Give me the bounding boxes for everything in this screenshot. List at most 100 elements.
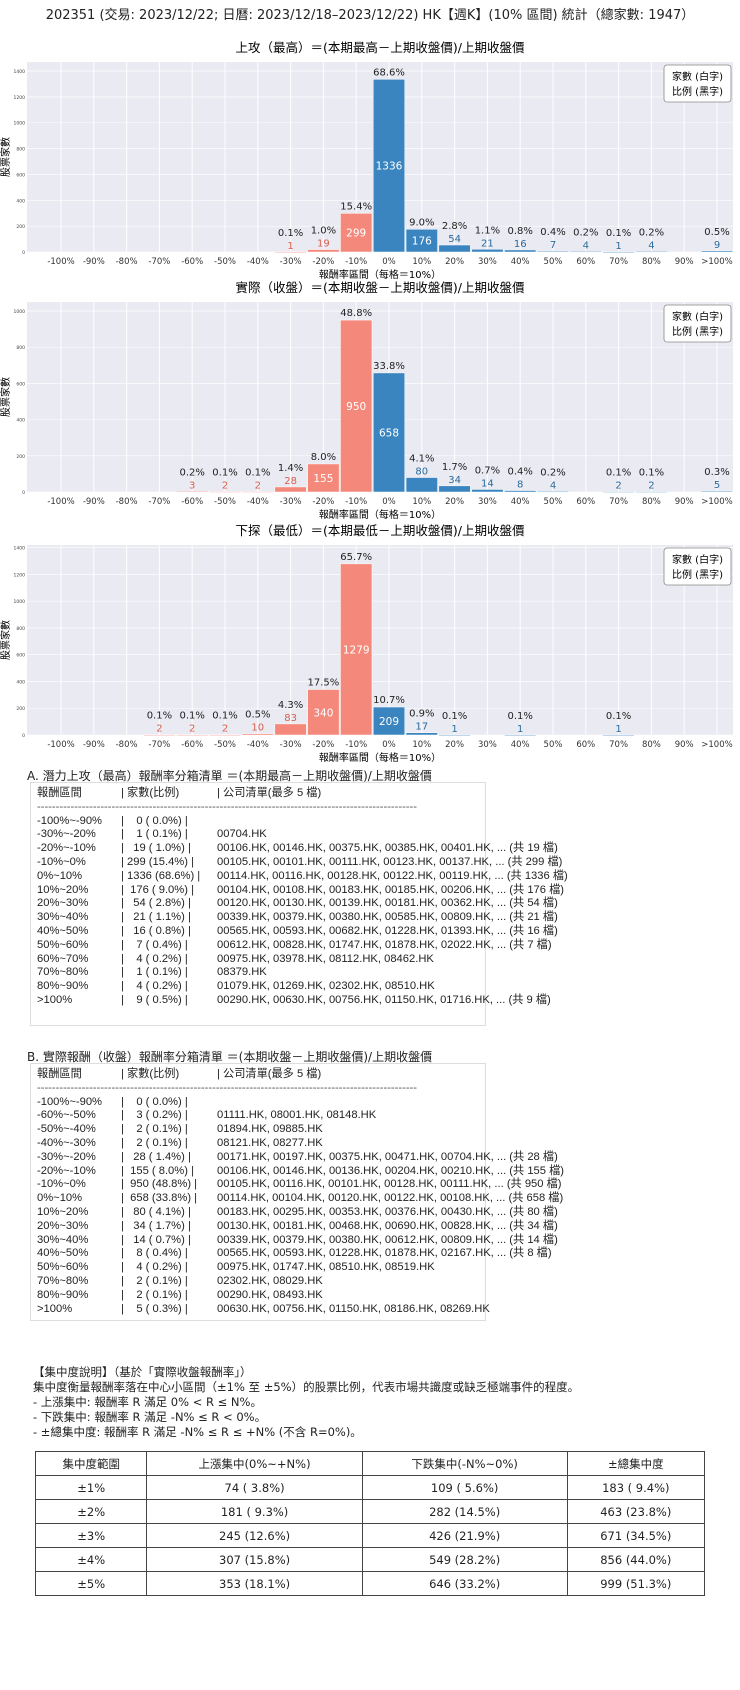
- range-cell: >100%: [37, 993, 73, 1006]
- company-list-cell: 00612.HK, 00828.HK, 01747.HK, 01878.HK, …: [217, 938, 552, 951]
- count-cell: | 4 ( 0.2%) |: [121, 1261, 188, 1274]
- list-item: 10%~20% | 176 ( 9.0%) | 00104.HK, 00108.HK…: [37, 884, 564, 898]
- count-cell: | 1 ( 0.1%) |: [121, 828, 188, 841]
- table-cell: 282 (14.5%): [361, 1499, 568, 1524]
- list-item: 50%~60% | 7 ( 0.4%) | 00612.HK, 00828.HK, …: [37, 938, 552, 953]
- list-item: 30%~40% | 14 ( 0.7%) | 00339.HK, 00379.HK,…: [37, 1233, 558, 1248]
- bar-count-label: 1279: [343, 644, 370, 656]
- company-list-cell: 00171.HK, 00197.HK, 00375.HK, 00471.HK, …: [217, 1150, 558, 1163]
- list-item: 0%~10% | 658 (33.8%) | 00114.HK, 00104.HK,…: [37, 1192, 563, 1206]
- bar-count-label: 28: [284, 476, 297, 487]
- company-list-cell: 00183.HK, 00295.HK, 00353.HK, 00376.HK, …: [217, 1205, 558, 1218]
- bar: [307, 689, 340, 736]
- x-tick-label: 40%: [511, 497, 530, 507]
- list-item: >100% | 9 ( 0.5%) | 00290.HK, 00630.HK, 00…: [37, 993, 551, 1008]
- company-list-cell: 00565.HK, 00593.HK, 00682.HK, 01228.HK, …: [217, 924, 558, 937]
- bar-pct-label: 2.8%: [442, 221, 467, 232]
- y-tick-label: 0: [22, 490, 25, 496]
- range-cell: 30%~40%: [37, 1233, 89, 1246]
- table-cell: 671 (34.5%): [566, 1523, 706, 1548]
- range-cell: -30%~-20%: [37, 1150, 96, 1163]
- count-cell: | 4 ( 0.2%) |: [121, 952, 188, 965]
- x-tick-label: 90%: [675, 497, 694, 507]
- company-list-cell: | 公司清單(最多 5 檔): [217, 787, 322, 799]
- count-cell: | 658 (33.8%) |: [121, 1192, 198, 1205]
- y-axis-label: 股票家數: [0, 137, 12, 177]
- bar-pct-label: 68.6%: [373, 67, 405, 78]
- x-tick-label: -30%: [280, 740, 302, 750]
- x-tick-label: -10%: [345, 740, 367, 750]
- bar-pct-label: 4.1%: [409, 454, 434, 465]
- x-tick-label: >100%: [701, 497, 732, 507]
- bar-pct-label: 1.0%: [311, 226, 336, 237]
- x-tick-label: 20%: [445, 740, 464, 750]
- x-tick-label: 80%: [642, 257, 661, 267]
- bar-pct-label: 0.1%: [639, 468, 664, 479]
- range-cell: 80%~90%: [37, 980, 89, 993]
- list-item: >100% | 5 ( 0.3%) | 00630.HK, 00756.HK, 01…: [37, 1302, 490, 1317]
- count-cell: | 14 ( 0.7%) |: [121, 1233, 191, 1246]
- table-cell: ±5%: [34, 1571, 148, 1596]
- count-cell: | 3 ( 0.2%) |: [121, 1109, 188, 1122]
- table-cell: ±2%: [34, 1499, 148, 1524]
- list-item: -40%~-30% | 2 ( 0.1%) | 08121.HK, 08277.HK: [37, 1137, 479, 1151]
- range-cell: 報酬區間: [37, 787, 82, 799]
- x-tick-label: -40%: [247, 257, 269, 267]
- y-axis-label: 股票家數: [0, 377, 12, 417]
- bar-count-label: 16: [514, 239, 527, 250]
- company-list-cell: 00106.HK, 00146.HK, 00136.HK, 00204.HK, …: [217, 1164, 565, 1177]
- count-cell: | 299 (15.4%) |: [121, 855, 194, 868]
- bar: [274, 723, 307, 736]
- bar: [438, 734, 471, 736]
- x-tick-label: 40%: [511, 740, 530, 750]
- y-tick-label: 1000: [14, 309, 26, 315]
- company-list-cell: 01079.HK, 01269.HK, 02302.HK, 08510.HK: [217, 980, 435, 993]
- bar: [143, 734, 176, 736]
- count-cell: | 19 ( 1.0%) |: [121, 842, 191, 855]
- range-cell: 50%~60%: [37, 938, 89, 951]
- x-tick-label: 0%: [382, 497, 396, 507]
- x-tick-label: -50%: [214, 497, 236, 507]
- y-tick-label: 1000: [14, 121, 26, 127]
- count-cell: | 5 ( 0.3%) |: [121, 1302, 188, 1315]
- range-cell: -20%~-10%: [37, 842, 96, 855]
- x-tick-label: 80%: [642, 497, 661, 507]
- bar: [635, 251, 668, 253]
- bar: [241, 491, 274, 493]
- bar: [405, 477, 438, 493]
- count-cell: | 家數(比例): [121, 1068, 180, 1080]
- bar-count-label: 2: [255, 481, 261, 492]
- x-tick-label: 80%: [642, 740, 661, 750]
- x-tick-label: -40%: [247, 497, 269, 507]
- x-tick-label: 90%: [675, 740, 694, 750]
- x-tick-label: 70%: [609, 497, 628, 507]
- x-tick-label: -90%: [83, 740, 105, 750]
- count-cell: | 28 ( 1.4%) |: [121, 1150, 191, 1163]
- bar-count-label: 7: [550, 240, 556, 251]
- legend-entry: 家數 (白字): [672, 310, 723, 323]
- bar-pct-label: 1.1%: [475, 225, 500, 236]
- bar-count-label: 54: [448, 234, 461, 245]
- bar-pct-label: 15.4%: [340, 201, 372, 212]
- bar-count-label: 2: [222, 724, 228, 735]
- x-tick-label: 60%: [576, 740, 595, 750]
- bar-pct-label: 0.2%: [573, 227, 598, 238]
- y-tick-label: 600: [16, 381, 25, 387]
- bar-pct-label: 0.2%: [179, 467, 204, 478]
- range-cell: -100%~-90%: [37, 814, 102, 827]
- x-tick-label: -60%: [181, 257, 203, 267]
- bar-count-label: 155: [313, 473, 333, 485]
- company-list-cell: 01111.HK, 08001.HK, 08148.HK: [217, 1109, 377, 1122]
- list-item: -20%~-10% | 155 ( 8.0%) | 00106.HK, 00146.…: [37, 1165, 564, 1179]
- list-item: -100%~-90% | 0 ( 0.0%) |: [37, 815, 479, 829]
- count-cell: | 0 ( 0.0%) |: [121, 814, 188, 827]
- x-tick-label: -20%: [312, 740, 334, 750]
- range-cell: 20%~30%: [37, 897, 89, 910]
- bar-count-label: 83: [284, 713, 297, 724]
- range-cell: 40%~50%: [37, 924, 89, 937]
- bar: [602, 251, 635, 253]
- bar: [569, 251, 602, 253]
- y-tick-label: 1400: [14, 69, 26, 75]
- bar-pct-label: 9.0%: [409, 217, 434, 228]
- x-tick-label: -80%: [116, 497, 138, 507]
